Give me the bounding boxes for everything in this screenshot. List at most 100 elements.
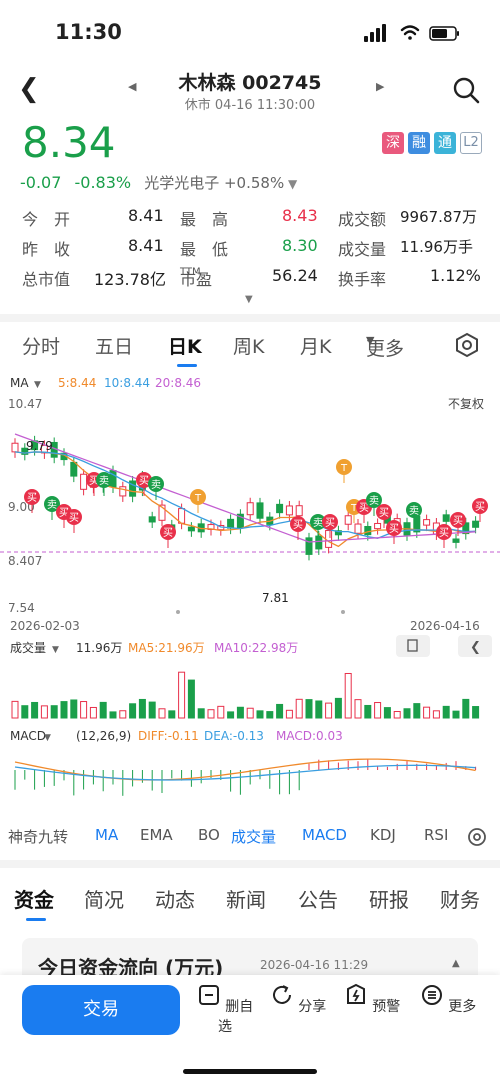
ind-tab-ema[interactable]: EMA	[140, 826, 173, 844]
volume-bar	[403, 708, 411, 719]
ind-tab-volume[interactable]: 成交量	[231, 828, 277, 846]
date-start: 2026-02-03	[10, 619, 80, 633]
tab-gonggao[interactable]: 公告	[298, 888, 338, 912]
volume-dropdown-icon: ▼	[52, 645, 59, 655]
tab-yuek[interactable]: 月K	[300, 336, 332, 358]
high-annotation: 9.79	[26, 439, 53, 453]
candle-body	[276, 503, 284, 514]
candle-body	[423, 519, 431, 526]
quote-value: 56.24	[272, 266, 318, 285]
status-icons	[364, 24, 459, 42]
trade-marker-label: 买	[293, 519, 303, 531]
battery-icon	[429, 26, 459, 41]
volume-bar	[315, 700, 323, 719]
remove-watchlist-button[interactable]: 删自选	[195, 983, 255, 1036]
trade-button[interactable]: 交易	[22, 985, 180, 1035]
ma-legend-name: MA	[10, 376, 29, 390]
volume-bar	[60, 701, 68, 719]
candle-body	[374, 522, 382, 530]
quote-row: 总市值 123.78亿 市盈 TTM 56.24 换手率 1.12%	[0, 266, 500, 296]
quote-value: 8.41	[128, 236, 164, 255]
tab-xinwen[interactable]: 新闻	[226, 888, 266, 912]
candle-body	[452, 538, 460, 543]
tab-rik[interactable]: 日K	[168, 336, 202, 358]
market-status: 休市 04-16 11:30:00	[184, 98, 316, 113]
ma10-value: 10:8.44	[104, 376, 150, 390]
share-button[interactable]: 分享	[268, 983, 328, 1016]
trade-marker-label: 卖	[369, 495, 379, 507]
ma20-value: 20:8.46	[155, 376, 201, 390]
quote-value: 9967.87万	[400, 208, 478, 226]
candle-body	[305, 537, 313, 555]
candle-body	[119, 486, 127, 497]
settings-icon[interactable]	[454, 332, 480, 358]
alert-button[interactable]: 预警	[342, 983, 402, 1016]
volume-bar	[187, 679, 195, 719]
prev-stock-icon[interactable]: ◀	[128, 80, 137, 93]
candle-body	[285, 505, 293, 516]
ind-tab-ma[interactable]: MA	[95, 826, 119, 844]
volume-bar	[109, 711, 117, 719]
bottom-action-bar: 交易 删自选 分享 预警 更多	[0, 975, 500, 1083]
ind-tab-kdj[interactable]: KDJ	[370, 826, 396, 844]
ma-legend: MA ▼ 5:8.44 10:8.44 20:8.46 不复权	[10, 376, 484, 411]
tab-jiankuang[interactable]: 简况	[84, 888, 124, 912]
price-axis-low: 7.54	[8, 601, 35, 615]
signal-icon	[364, 24, 386, 42]
volume-bars	[11, 671, 480, 719]
tab-fenshi[interactable]: 分时	[22, 336, 61, 358]
back-icon[interactable]: ❮	[18, 74, 40, 104]
indicator-settings-icon[interactable]	[466, 826, 490, 848]
copy-icon	[396, 635, 430, 657]
tab-yanbao[interactable]: 研报	[369, 888, 409, 912]
trade-marker-label: 买	[359, 502, 369, 514]
sector-change[interactable]: 光学光电子 +0.58%	[144, 174, 285, 192]
price-change-line: -0.07 -0.83% 光学光电子 +0.58% ▼	[20, 172, 297, 193]
trade-marker-label: 买	[325, 517, 335, 529]
volume-bar	[354, 699, 362, 719]
badge-tong: 通	[434, 132, 456, 154]
trade-marker	[450, 512, 466, 528]
volume-bar	[21, 705, 29, 719]
trade-marker-label: 卖	[99, 475, 109, 487]
quote-label: 最 高	[180, 210, 229, 229]
trade-marker-label: 卖	[409, 505, 419, 517]
volume-bar	[197, 708, 205, 719]
volume-bar	[11, 700, 19, 719]
sector-dropdown-icon[interactable]: ▼	[284, 177, 298, 191]
tab-wuri[interactable]: 五日	[95, 336, 134, 358]
volume-bar	[344, 672, 352, 719]
tab-caiwu[interactable]: 财务	[440, 888, 480, 912]
chevron-left-icon: ❮	[470, 640, 481, 655]
trade-marker	[406, 502, 422, 518]
trade-marker-label: 买	[379, 507, 389, 519]
tab-dongtai[interactable]: 动态	[155, 888, 195, 912]
ind-tab-boll[interactable]: BOLL	[198, 826, 220, 844]
volume-bar	[119, 710, 127, 719]
trade-marker-label: 买	[59, 507, 69, 519]
volume-legend-name: 成交量	[10, 640, 46, 655]
volume-bar	[442, 705, 450, 719]
chevron-up-icon[interactable]: ▲	[452, 958, 460, 969]
ind-tab-macd[interactable]: MACD	[302, 826, 347, 844]
ind-tab-rsi[interactable]: RSI	[424, 826, 448, 844]
trade-marker-label: 买	[27, 492, 37, 504]
quote-label: 换手率	[338, 270, 387, 289]
expand-quotes-icon[interactable]: ▼	[245, 294, 253, 305]
ma5-value: 5:8.44	[58, 376, 96, 390]
search-icon[interactable]	[452, 76, 480, 104]
kline-chart[interactable]: MA ▼ 5:8.44 10:8.44 20:8.46 不复权 10.47 9.…	[0, 372, 500, 822]
trade-marker-label: T	[350, 503, 358, 514]
ind-tab-jiuzhuan[interactable]: 神奇九转	[8, 828, 69, 846]
macd-histogram	[14, 758, 477, 796]
more-button[interactable]: 更多	[418, 983, 478, 1016]
tab-zhouk[interactable]: 周K	[233, 336, 265, 358]
volume-bar	[246, 707, 254, 719]
trade-markers: 买卖买 买买卖买卖买T买卖买TT 买卖买买卖买买买	[24, 459, 488, 548]
pe-sup: TTM	[180, 266, 201, 278]
trade-marker	[160, 524, 176, 540]
quote-label: 昨 收	[22, 240, 71, 259]
candles	[11, 435, 480, 561]
next-stock-icon[interactable]: ▶	[376, 80, 385, 93]
tab-zijin[interactable]: 资金	[14, 888, 54, 912]
